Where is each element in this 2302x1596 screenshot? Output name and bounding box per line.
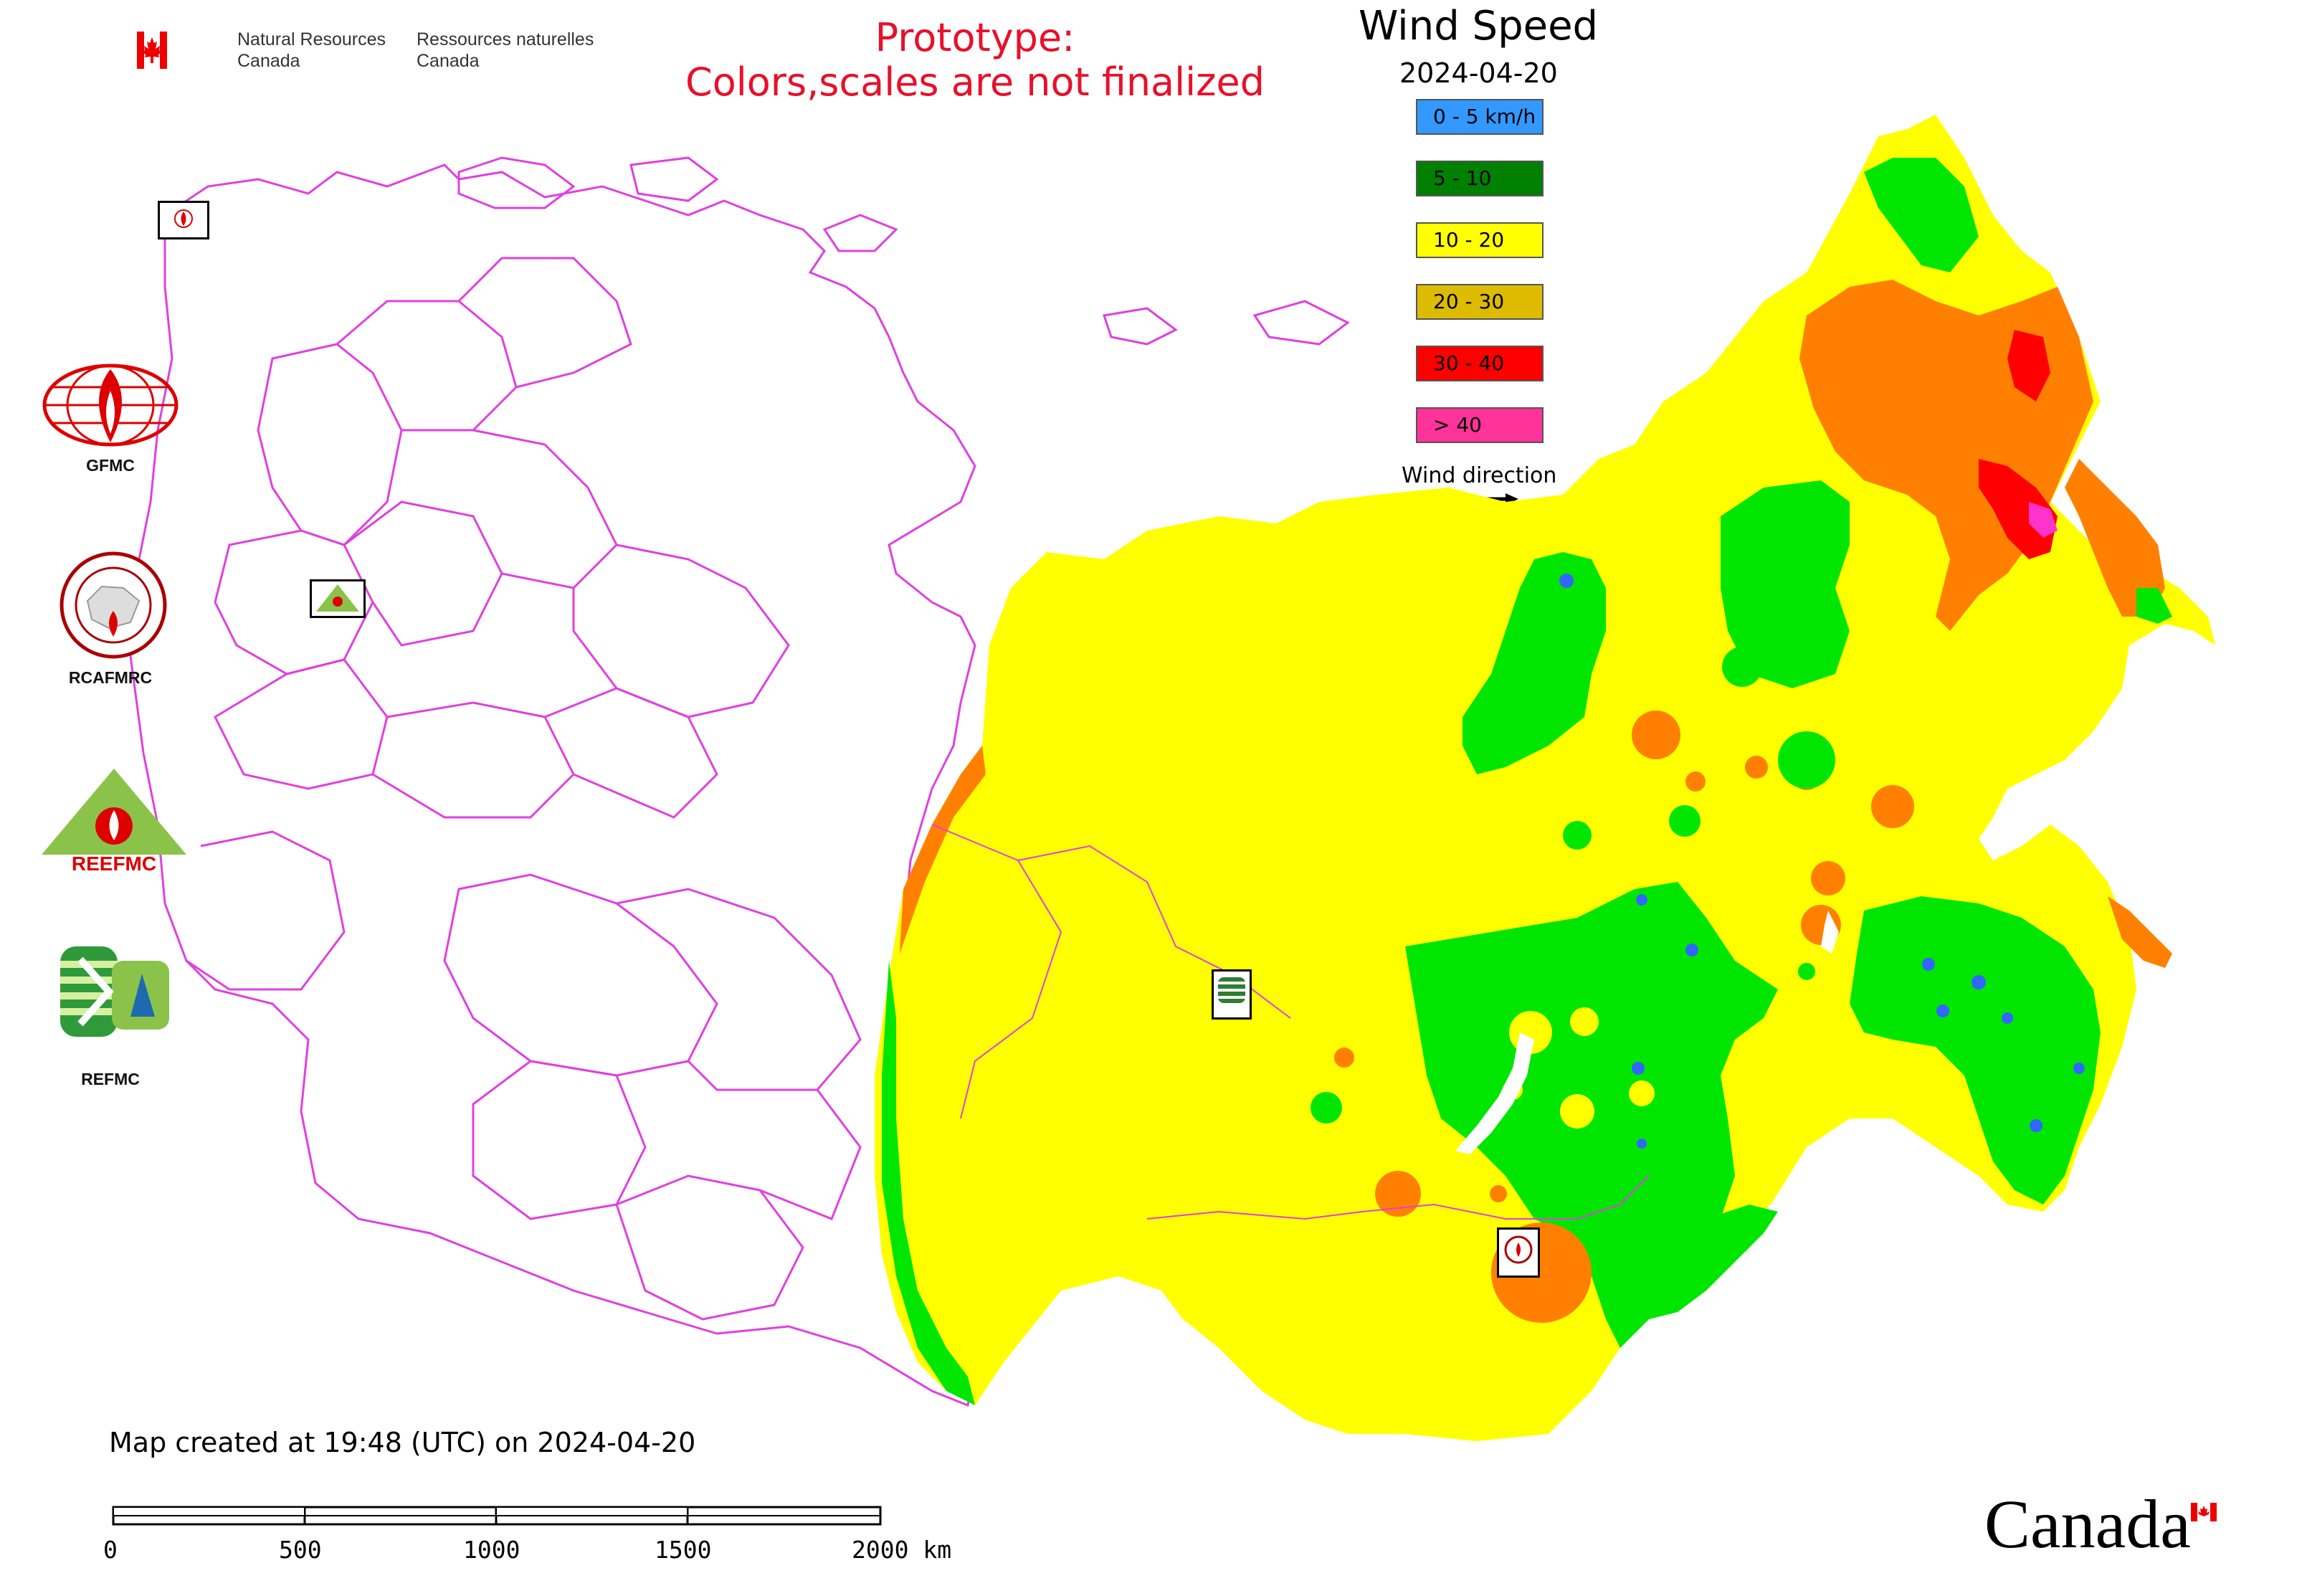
scale-tick-label: 1500	[655, 1536, 712, 1564]
gfmc-logo	[40, 362, 181, 448]
legend-item: 30 - 40	[1416, 346, 1544, 381]
rcafmrc-label: RCAFMRC	[68, 668, 153, 687]
scale-tick-label: 0	[103, 1536, 118, 1564]
wind-speed-field	[875, 115, 2215, 1441]
reefmc-logo: REEFMC	[37, 766, 191, 875]
scale-tick-label: 500	[279, 1536, 322, 1564]
legend-item: > 40	[1416, 407, 1544, 443]
canada-flag-icon	[137, 32, 167, 69]
arctic-islands	[457, 156, 1350, 346]
org-name-french: Ressources naturelles Canada	[417, 29, 594, 71]
refmc-map-marker[interactable]	[1212, 969, 1252, 1020]
rcafmrc-logo	[59, 551, 168, 660]
prototype-notice: Prototype: Colors,scales are not finaliz…	[685, 15, 1265, 105]
org-name-english: Natural Resources Canada	[237, 29, 386, 71]
wind-direction-label: Wind direction	[1402, 463, 1557, 488]
legend-item: 20 - 30	[1416, 284, 1544, 320]
wordmark-flag-icon	[2191, 1503, 2217, 1524]
scale-bar	[112, 1506, 886, 1530]
map-date: 2024-04-20	[1399, 57, 1558, 89]
gfmc-map-marker[interactable]	[158, 201, 209, 239]
scale-tick-label: 1000	[463, 1536, 520, 1564]
gfmc-label: GFMC	[86, 456, 135, 475]
legend-item: 10 - 20	[1416, 222, 1544, 258]
refmc-logo	[59, 945, 171, 1038]
legend-item: 5 - 10	[1416, 161, 1544, 196]
map-created-note: Map created at 19:48 (UTC) on 2024-04-20	[109, 1427, 696, 1458]
reefmc-logo-text: REEFMC	[72, 852, 156, 872]
scale-tick-label: 2000 km	[852, 1536, 952, 1564]
canada-wordmark: Canada	[1984, 1486, 2191, 1562]
reefmc-map-marker[interactable]	[310, 579, 366, 618]
rcafmrc-map-marker[interactable]	[1497, 1227, 1540, 1278]
legend-item: 0 - 5 km/h	[1416, 99, 1544, 135]
map-title: Wind Speed	[1359, 3, 1599, 49]
western-region-borders	[128, 163, 976, 1407]
refmc-label: REFMC	[81, 1070, 140, 1088]
